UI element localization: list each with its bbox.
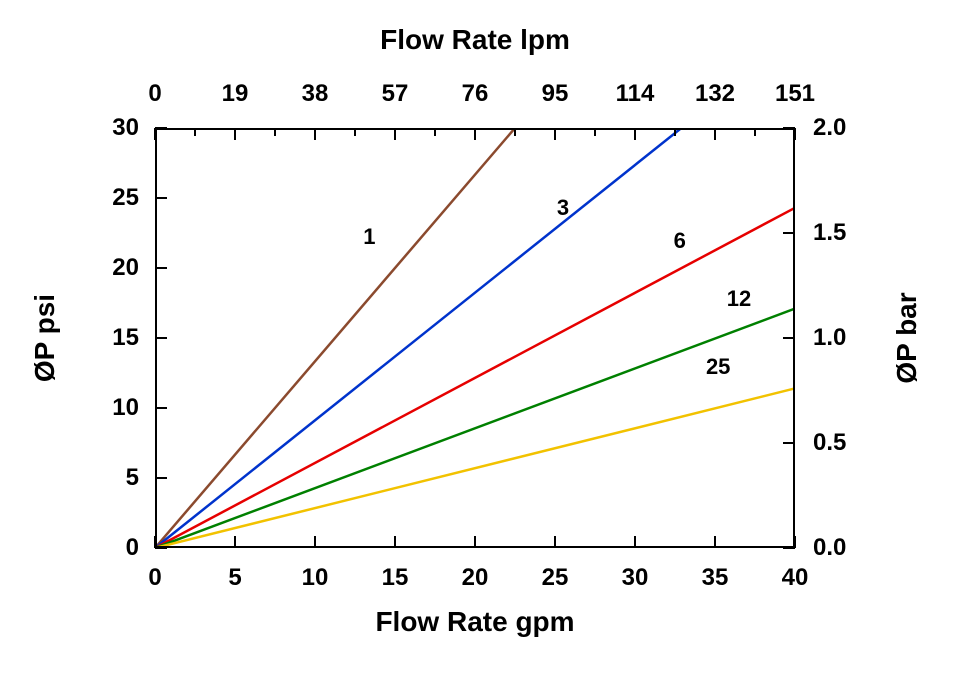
x-top-minor-tick [674,128,676,136]
x-top-tick [794,128,796,140]
y-right-tick-label: 1.5 [813,219,846,247]
y-left-tick [155,127,167,129]
y-right-tick [783,127,795,129]
series-line-3 [155,128,681,548]
x-bottom-tick [714,536,716,548]
y-right-tick [783,442,795,444]
y-right-tick-label: 0.0 [813,534,846,562]
x-bottom-tick-label: 25 [542,564,569,592]
x-bottom-tick-label: 30 [622,564,649,592]
x-top-tick-label: 19 [222,80,249,108]
y-right-tick [783,547,795,549]
y-left-tick-label: 30 [112,114,139,142]
x-bottom-tick-label: 15 [382,564,409,592]
y-left-tick-label: 15 [112,324,139,352]
y-left-tick-label: 20 [112,254,139,282]
x-bottom-tick [554,536,556,548]
y-left-tick [155,407,167,409]
x-top-tick [314,128,316,140]
x-top-tick-label: 95 [542,80,569,108]
x-bottom-title: Flow Rate gpm [375,606,574,638]
y-left-tick [155,547,167,549]
series-label-1: 1 [363,224,375,250]
x-top-tick [634,128,636,140]
x-top-minor-tick [434,128,436,136]
x-top-tick-label: 38 [302,80,329,108]
x-top-tick [394,128,396,140]
x-top-title: Flow Rate lpm [380,24,570,56]
y-right-tick-label: 2.0 [813,114,846,142]
x-top-minor-tick [354,128,356,136]
x-top-tick [554,128,556,140]
x-bottom-tick-label: 10 [302,564,329,592]
x-top-tick-label: 114 [616,80,655,108]
x-top-minor-tick [274,128,276,136]
x-bottom-tick-label: 35 [702,564,729,592]
y-right-tick-label: 1.0 [813,324,846,352]
x-bottom-tick-label: 0 [148,564,161,592]
x-top-tick [154,128,156,140]
x-top-tick-label: 57 [382,80,409,108]
y-left-tick [155,197,167,199]
series-line-6 [155,208,795,548]
x-top-minor-tick [194,128,196,136]
series-label-6: 6 [674,228,686,254]
x-top-tick-label: 0 [148,80,161,108]
x-top-minor-tick [594,128,596,136]
y-left-tick-label: 25 [112,184,139,212]
x-top-minor-tick [514,128,516,136]
x-top-tick-label: 76 [462,80,489,108]
y-right-tick [783,337,795,339]
series-label-12: 12 [727,286,751,312]
pressure-drop-chart: 0510152025303540Flow Rate gpm01938577695… [0,0,954,678]
y-left-title: ØP psi [29,294,61,382]
x-bottom-tick-label: 20 [462,564,489,592]
x-top-tick-label: 132 [695,80,735,108]
y-right-title: ØP bar [891,292,923,383]
x-top-tick [234,128,236,140]
y-left-tick-label: 5 [126,464,139,492]
y-left-tick [155,337,167,339]
series-line-1 [155,128,515,548]
x-bottom-tick [394,536,396,548]
x-bottom-tick-label: 5 [228,564,241,592]
y-right-tick-label: 0.5 [813,429,846,457]
x-bottom-tick [634,536,636,548]
x-top-tick [714,128,716,140]
series-label-25: 25 [706,354,730,380]
series-line-25 [155,388,795,548]
y-left-tick-label: 10 [112,394,139,422]
x-top-tick-label: 151 [775,80,815,108]
y-right-tick [783,232,795,234]
y-left-tick [155,477,167,479]
x-bottom-tick [234,536,236,548]
x-top-tick [474,128,476,140]
x-bottom-tick-label: 40 [782,564,809,592]
x-top-minor-tick [754,128,756,136]
series-line-12 [155,309,795,548]
series-label-3: 3 [557,195,569,221]
x-bottom-tick [314,536,316,548]
y-left-tick-label: 0 [126,534,139,562]
x-bottom-tick [474,536,476,548]
y-left-tick [155,267,167,269]
